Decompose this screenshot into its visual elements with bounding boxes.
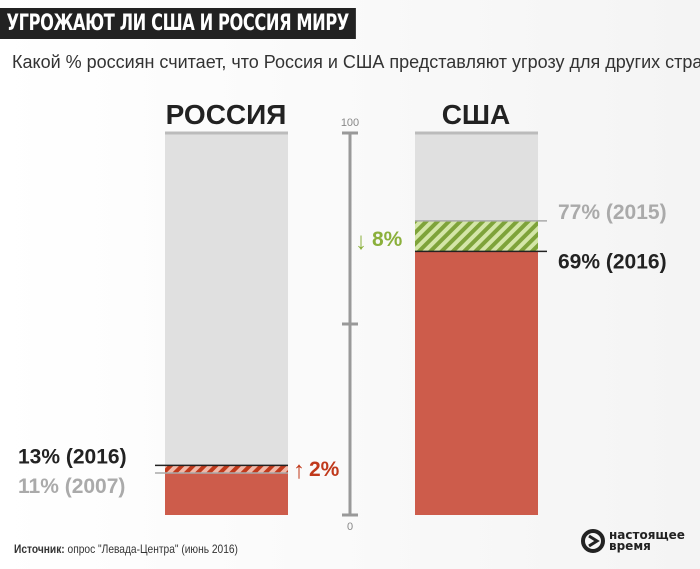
bar-change [165,465,288,473]
source-label: Источник: [14,542,65,556]
bar-title-russia: РОССИЯ [166,99,287,130]
bar-background [165,133,288,515]
usa-change-label: 8% [372,228,403,251]
usa-current-label: 69% (2016) [558,250,667,273]
logo-line2: время [609,539,651,553]
usa-previous-label: 77% (2015) [558,201,667,224]
russia-change-label: 2% [309,458,340,481]
bar-value [165,472,288,515]
chart-subtitle: Какой % россиян считает, что Россия и СШ… [12,52,700,72]
bar-change [415,220,538,252]
logo-play-icon [581,529,605,553]
russia-current-label: 13% (2016) [18,445,127,468]
bar-title-usa: США [442,99,511,130]
chart-title: УГРОЖАЮТ ЛИ США И РОССИЯ МИРУ [0,8,356,39]
logo: настоящее время [580,528,685,554]
y-tick-label-0: 0 [347,521,353,533]
russia-previous-label: 11% (2007) [18,475,125,498]
up-arrow-icon: ↑ [293,457,305,484]
logo-line1: настоящее [609,528,685,542]
y-tick-label-100: 100 [341,117,359,129]
down-arrow-icon: ↓ [355,228,367,255]
source-text: опрос "Левада-Центра" (июнь 2016) [64,542,238,556]
bar-value [415,251,538,516]
source-note: Источник: опрос "Левада-Центра" (июнь 20… [14,542,238,556]
